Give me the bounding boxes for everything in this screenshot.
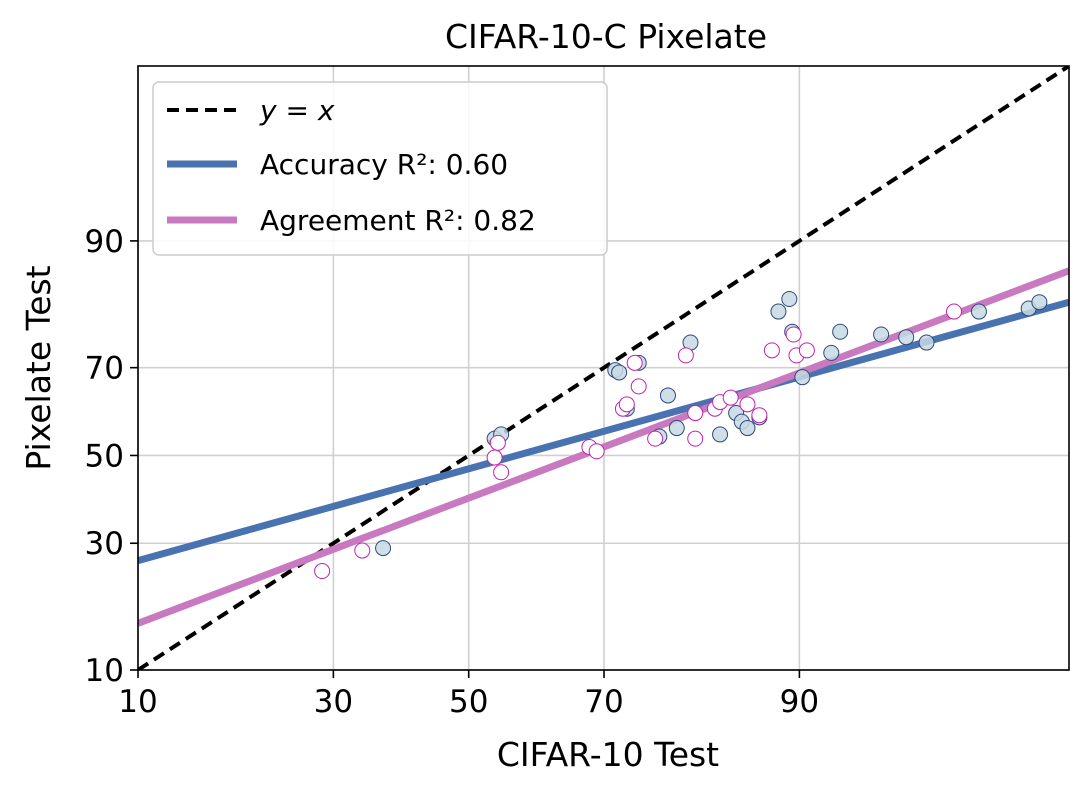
y-tick-label-50: 50 (85, 438, 124, 474)
agreement-point-18 (739, 396, 756, 413)
x-tick-label-70: 70 (584, 684, 623, 720)
accuracy-point-8 (659, 387, 676, 404)
agreement-point-14 (687, 405, 704, 422)
agreement-point-13 (687, 430, 704, 447)
agreement-point-24 (946, 303, 963, 320)
x-tick-label-90: 90 (780, 684, 819, 720)
accuracy-point-11 (712, 426, 729, 443)
identity-line (138, 66, 1069, 670)
agreement-point-2 (486, 449, 503, 466)
accuracy-point-17 (781, 290, 798, 307)
y-axis-label: Pixelate Test (19, 265, 58, 470)
x-axis-label: CIFAR-10 Test (497, 735, 719, 774)
x-tick-label-50: 50 (449, 684, 488, 720)
chart-title: CIFAR-10-C Pixelate (445, 17, 767, 56)
agreement-point-4 (493, 464, 510, 481)
accuracy-point-0 (375, 540, 392, 557)
accuracy-point-24 (918, 334, 935, 351)
accuracy-fit-line (138, 298, 1069, 564)
x-tick-label-30: 30 (314, 684, 353, 720)
accuracy-point-9 (668, 420, 685, 437)
agreement-point-6 (588, 443, 605, 460)
accuracy-point-27 (1031, 294, 1048, 311)
legend: y = x Accuracy R²: 0.60 Agreement R²: 0.… (152, 81, 608, 256)
y-axis-ticks: 10 30 50 70 90 (85, 224, 138, 689)
agreement-point-8 (618, 396, 635, 413)
agreement-point-0 (314, 563, 331, 580)
accuracy-point-14 (739, 420, 756, 437)
legend-label-agreement: Agreement R²: 0.82 (260, 204, 536, 237)
agreement-point-19 (751, 407, 768, 424)
x-tick-label-10: 10 (118, 684, 157, 720)
agreement-point-17 (722, 389, 739, 406)
accuracy-point-4 (611, 364, 628, 381)
agreement-point-9 (626, 354, 643, 371)
y-tick-label-90: 90 (85, 224, 124, 260)
agreement-point-12 (677, 347, 694, 364)
x-axis-ticks: 10 30 50 70 90 (118, 670, 819, 720)
agreement-point-11 (647, 430, 664, 447)
accuracy-point-16 (770, 303, 787, 320)
accuracy-point-19 (794, 369, 811, 386)
accuracy-point-23 (898, 329, 915, 346)
agreement-point-3 (489, 434, 506, 451)
legend-box (152, 81, 608, 256)
agreement-point-10 (630, 378, 647, 395)
fit-lines (138, 66, 1069, 670)
accuracy-point-22 (873, 326, 890, 343)
y-tick-label-10: 10 (85, 653, 124, 689)
agreement-point-21 (785, 326, 802, 343)
accuracy-point-25 (970, 303, 987, 320)
scatter-points (314, 290, 1048, 580)
accuracy-point-21 (832, 323, 849, 340)
agreement-fit-line (138, 267, 1069, 627)
agreement-point-23 (798, 342, 815, 359)
agreement-point-1 (354, 542, 371, 559)
y-tick-label-70: 70 (85, 351, 124, 387)
y-tick-label-30: 30 (85, 526, 124, 562)
agreement-point-20 (763, 342, 780, 359)
legend-label-identity: y = x (259, 94, 335, 127)
accuracy-point-20 (823, 344, 840, 361)
legend-label-accuracy: Accuracy R²: 0.60 (260, 148, 508, 181)
